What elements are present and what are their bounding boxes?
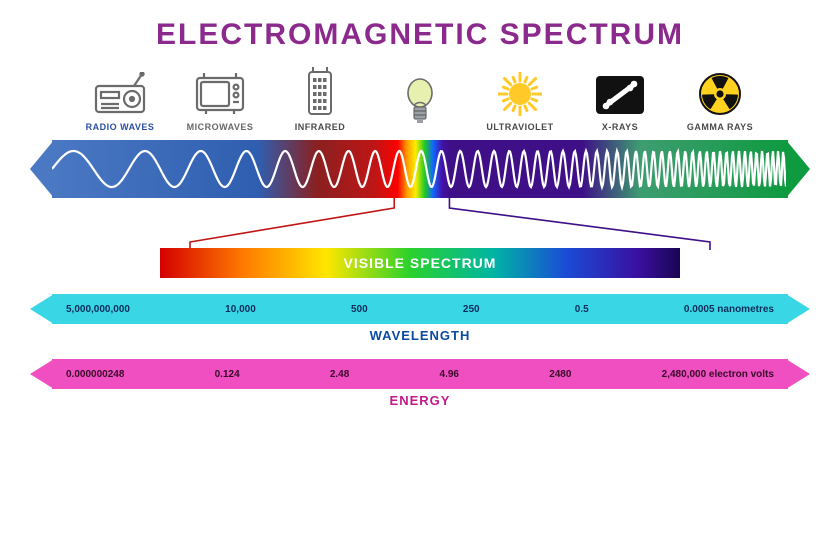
wavelength-value: 0.5 bbox=[575, 304, 589, 315]
wavelength-values: 5,000,000,000 10,000 500 250 0.5 0.0005 nanom… bbox=[52, 294, 788, 324]
band-infrared: INFRARED bbox=[270, 66, 370, 132]
energy-label: ENERGY bbox=[0, 393, 840, 408]
radiation-icon bbox=[698, 72, 742, 116]
energy-arrow-right bbox=[786, 359, 810, 389]
wavelength-label: WAVELENGTH bbox=[0, 328, 840, 343]
band-label: ULTRAVIOLET bbox=[486, 122, 553, 132]
xray-icon bbox=[594, 74, 646, 116]
spectrum-gradient bbox=[52, 140, 788, 198]
wavelength-arrow-left bbox=[30, 294, 54, 324]
energy-values: 0.000000248 0.124 2.48 4.96 2480 2,480,000 el… bbox=[52, 359, 788, 389]
energy-arrow-left bbox=[30, 359, 54, 389]
spectrum-bar bbox=[30, 140, 810, 198]
energy-value: 2,480,000 electron volts bbox=[662, 369, 774, 380]
band-visible bbox=[370, 76, 470, 132]
visible-spectrum-label: VISIBLE SPECTRUM bbox=[344, 255, 497, 271]
band-label: GAMMA RAYS bbox=[687, 122, 753, 132]
band-microwave: MICROWAVES bbox=[170, 72, 270, 132]
energy-value: 2.48 bbox=[330, 369, 349, 380]
remote-icon bbox=[305, 66, 335, 116]
wavelength-arrow: 5,000,000,000 10,000 500 250 0.5 0.0005 nanom… bbox=[30, 294, 810, 324]
band-xray: X-RAYS bbox=[570, 74, 670, 132]
wavelength-arrow-right bbox=[786, 294, 810, 324]
spectrum-arrow-left bbox=[30, 140, 54, 198]
energy-value: 2480 bbox=[549, 369, 571, 380]
wavelength-value: 10,000 bbox=[225, 304, 256, 315]
wavelength-value: 250 bbox=[463, 304, 480, 315]
microwave-icon bbox=[194, 72, 246, 116]
band-gamma: GAMMA RAYS bbox=[670, 72, 770, 132]
band-uv: ULTRAVIOLET bbox=[470, 72, 570, 132]
band-label: MICROWAVES bbox=[187, 122, 254, 132]
spectrum-arrow-right bbox=[786, 140, 810, 198]
visible-callout-lines bbox=[30, 198, 810, 250]
energy-value: 4.96 bbox=[440, 369, 459, 380]
radio-icon bbox=[92, 72, 148, 116]
visible-spectrum-bar: VISIBLE SPECTRUM bbox=[160, 248, 680, 278]
page-title: ELECTROMAGNETIC SPECTRUM bbox=[0, 18, 840, 52]
wavelength-value: 500 bbox=[351, 304, 368, 315]
sun-icon bbox=[498, 72, 542, 116]
wavelength-value: 0.0005 nanometres bbox=[684, 304, 774, 315]
band-icon-row: RADIO WAVES MICROWAVES INFRARED ULTRAVIOLET… bbox=[60, 66, 780, 132]
band-label: INFRARED bbox=[295, 122, 346, 132]
bulb-icon bbox=[404, 76, 436, 126]
band-label: X-RAYS bbox=[602, 122, 638, 132]
wavelength-value: 5,000,000,000 bbox=[66, 304, 130, 315]
energy-value: 0.124 bbox=[215, 369, 240, 380]
energy-value: 0.000000248 bbox=[66, 369, 124, 380]
band-label: RADIO WAVES bbox=[86, 122, 155, 132]
band-radio: RADIO WAVES bbox=[70, 72, 170, 132]
energy-arrow: 0.000000248 0.124 2.48 4.96 2480 2,480,000 el… bbox=[30, 359, 810, 389]
